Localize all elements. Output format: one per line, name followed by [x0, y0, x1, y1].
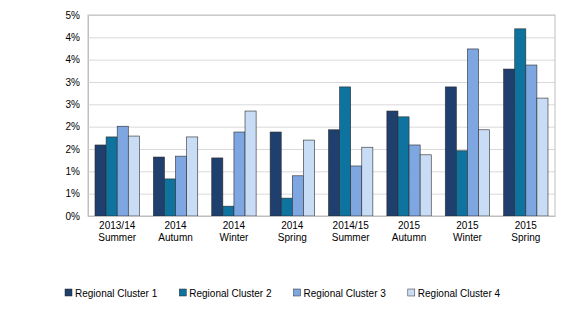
- x-tick-label: 2015Autumn: [392, 220, 426, 243]
- bar: [292, 176, 303, 216]
- legend-item: Regional Cluster 3: [294, 288, 387, 299]
- bar: [223, 206, 234, 216]
- bar: [187, 137, 198, 216]
- y-tick-label: 5%: [66, 10, 81, 21]
- x-axis: 2013/14Summer 2014Autumn 2014Winter 2014Spr…: [89, 216, 556, 243]
- bar: [164, 179, 175, 216]
- grid-line: [88, 104, 555, 105]
- legend: Regional Cluster 1 Regional Cluster 2 Regi…: [65, 288, 501, 299]
- grid-line: [88, 216, 555, 217]
- x-tick: 2013/14Summer: [98, 216, 136, 243]
- legend-swatch: [179, 289, 186, 296]
- series: [117, 49, 537, 216]
- legend-label: Regional Cluster 1: [75, 288, 158, 299]
- bar: [515, 29, 526, 216]
- bar: [303, 140, 314, 216]
- legend-item: Regional Cluster 2: [179, 288, 272, 299]
- chart: 0% 1% 1% 2% 2% 3% 3% 4% 4% 5% 2013/14Summer 2014Aut…: [0, 0, 567, 311]
- grid-line: [88, 37, 555, 38]
- y-tick-label: 4%: [66, 32, 81, 43]
- legend-swatch: [65, 289, 72, 296]
- x-tick: 2015Winter: [453, 216, 483, 243]
- bar: [445, 87, 456, 216]
- bar: [128, 136, 139, 216]
- x-tick: 2015Spring: [511, 216, 540, 243]
- bar: [281, 198, 292, 216]
- bar: [526, 65, 537, 216]
- legend-label: Regional Cluster 4: [418, 288, 501, 299]
- bar: [270, 132, 281, 216]
- y-tick-label: 1%: [66, 166, 81, 177]
- bar: [245, 111, 256, 216]
- bar: [340, 87, 351, 216]
- bar: [234, 132, 245, 216]
- x-tick: 2014/15Summer: [332, 216, 370, 243]
- bar: [351, 166, 362, 216]
- bar: [387, 111, 398, 216]
- x-tick-label: 2013/14Summer: [98, 220, 136, 243]
- grid-line: [88, 82, 555, 83]
- bar: [329, 130, 340, 216]
- bar: [479, 130, 490, 216]
- y-tick: 4%: [66, 32, 555, 43]
- bar: [504, 69, 515, 216]
- plot: 0% 1% 1% 2% 2% 3% 3% 4% 4% 5% 2013/14Summer 2014Aut…: [66, 10, 556, 243]
- plot-frame: [88, 15, 555, 216]
- x-tick: 2014Spring: [278, 216, 307, 243]
- y-axis: 0% 1% 1% 2% 2% 3% 3% 4% 4% 5%: [66, 10, 555, 222]
- x-tick-label: 2015Winter: [453, 220, 483, 243]
- bar: [176, 156, 187, 216]
- bar: [362, 147, 373, 216]
- x-tick: 2015Autumn: [392, 216, 426, 243]
- y-tick-label: 4%: [66, 54, 81, 65]
- y-tick: 4%: [66, 54, 555, 65]
- x-tick-label: 2014Autumn: [158, 220, 192, 243]
- x-tick: 2014Autumn: [158, 216, 192, 243]
- y-tick-label: 2%: [66, 144, 81, 155]
- grid-line: [88, 60, 555, 61]
- x-tick-label: 2014/15Summer: [332, 220, 370, 243]
- series: [106, 29, 526, 216]
- legend-label: Regional Cluster 2: [189, 288, 272, 299]
- bars: [95, 29, 548, 216]
- x-tick: 2014Winter: [219, 216, 249, 243]
- legend-item: Regional Cluster 1: [65, 288, 158, 299]
- legend-swatch: [408, 289, 415, 296]
- y-tick: 3%: [66, 77, 555, 88]
- bar: [153, 157, 164, 216]
- series: [128, 98, 548, 216]
- bar: [537, 98, 548, 216]
- bar: [420, 155, 431, 216]
- legend-item: Regional Cluster 4: [408, 288, 501, 299]
- bar: [106, 137, 117, 216]
- series: [95, 69, 515, 216]
- bar: [95, 145, 106, 216]
- bar: [212, 158, 223, 216]
- bar: [467, 49, 478, 216]
- x-tick-label: 2014Winter: [219, 220, 249, 243]
- bar: [456, 151, 467, 216]
- bar: [398, 117, 409, 216]
- y-tick-label: 3%: [66, 99, 81, 110]
- legend-swatch: [294, 289, 301, 296]
- x-tick-label: 2015Spring: [511, 220, 540, 243]
- y-tick-label: 3%: [66, 77, 81, 88]
- x-tick-label: 2014Spring: [278, 220, 307, 243]
- y-tick-label: 2%: [66, 121, 81, 132]
- grid-line: [88, 127, 555, 128]
- y-tick-label: 1%: [66, 188, 81, 199]
- x-axis-line: [89, 216, 556, 217]
- bar: [409, 145, 420, 216]
- legend-label: Regional Cluster 3: [304, 288, 387, 299]
- bar: [117, 126, 128, 216]
- y-tick: 3%: [66, 99, 555, 110]
- y-tick-label: 0%: [66, 211, 81, 222]
